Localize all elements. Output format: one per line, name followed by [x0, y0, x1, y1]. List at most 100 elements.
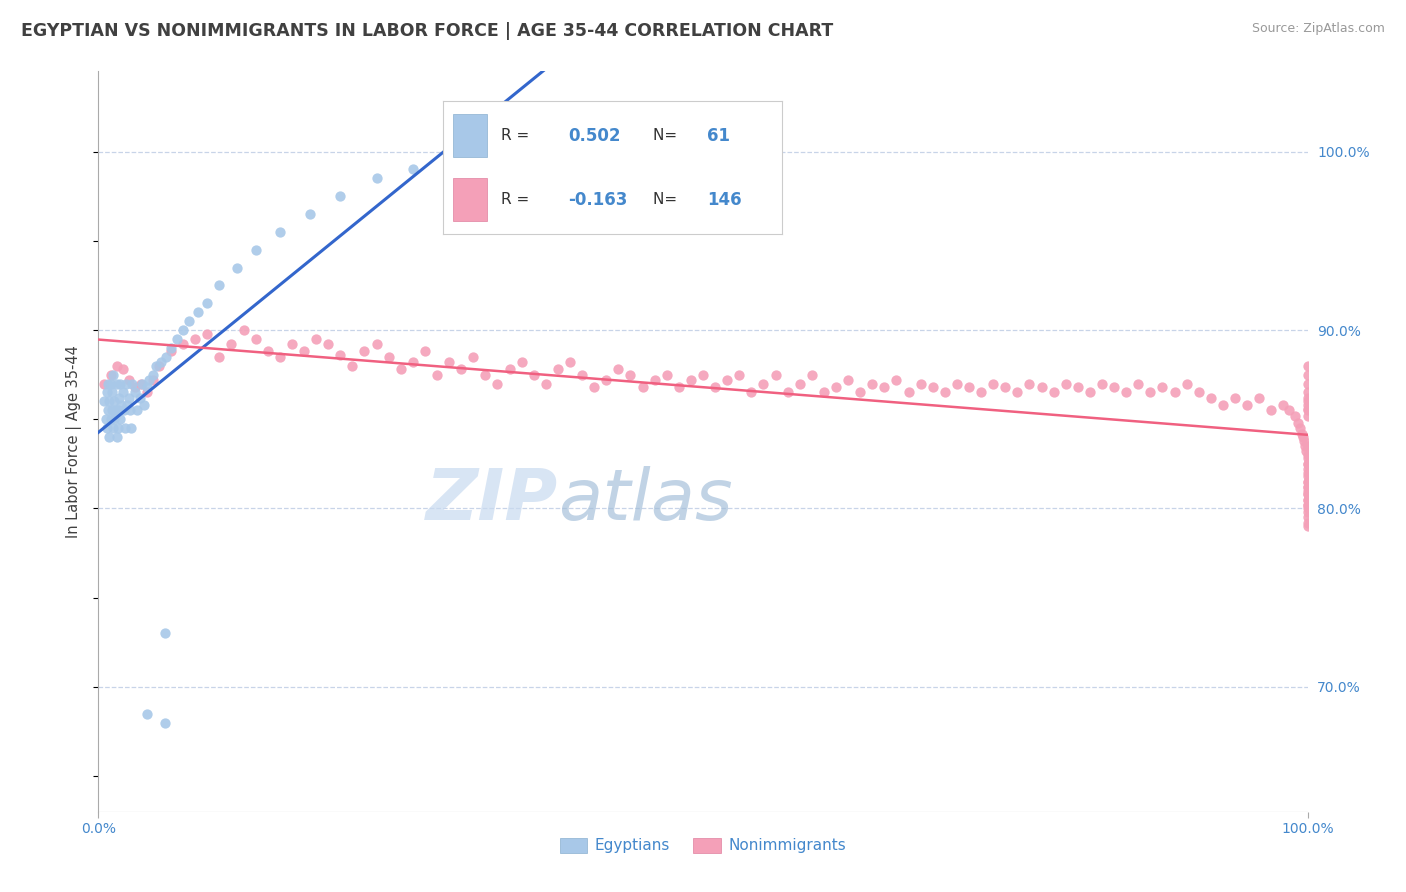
Point	[124, 385, 146, 400]
Point	[1296, 505, 1319, 519]
Point	[148, 359, 170, 373]
Point	[825, 380, 848, 394]
Point	[107, 403, 129, 417]
Point	[1296, 487, 1319, 501]
Point	[117, 398, 139, 412]
Point	[474, 368, 496, 382]
Point	[1007, 385, 1029, 400]
Point	[150, 355, 173, 369]
Point	[142, 368, 165, 382]
Point	[1199, 391, 1222, 405]
Point	[402, 162, 425, 177]
Point	[1115, 385, 1137, 400]
Point	[583, 380, 606, 394]
Point	[108, 376, 131, 391]
Point	[124, 380, 146, 394]
Point	[118, 391, 141, 405]
Point	[897, 385, 920, 400]
Point	[226, 260, 249, 275]
Point	[245, 332, 267, 346]
Point	[103, 394, 125, 409]
Point	[1296, 480, 1319, 494]
Point	[389, 362, 412, 376]
Point	[1286, 416, 1309, 430]
Point	[94, 412, 117, 426]
Point	[450, 153, 472, 168]
Point	[1289, 421, 1312, 435]
Point	[232, 323, 254, 337]
Point	[221, 337, 243, 351]
Point	[187, 305, 209, 319]
Point	[1296, 466, 1319, 480]
Point	[281, 337, 304, 351]
Point	[1042, 385, 1064, 400]
Point	[269, 225, 291, 239]
Point	[631, 380, 654, 394]
Point	[1128, 376, 1150, 391]
Point	[135, 706, 157, 721]
Point	[377, 350, 399, 364]
Point	[93, 394, 115, 409]
Point	[1236, 398, 1258, 412]
Point	[134, 398, 156, 412]
Point	[860, 376, 883, 391]
Point	[595, 373, 617, 387]
Point	[1294, 439, 1316, 453]
Point	[886, 373, 908, 387]
Point	[1296, 510, 1319, 524]
Point	[1296, 385, 1319, 400]
Point	[100, 385, 122, 400]
Point	[1296, 403, 1319, 417]
Point	[752, 376, 775, 391]
Point	[103, 412, 125, 426]
Point	[704, 380, 727, 394]
Point	[145, 359, 167, 373]
Point	[1296, 457, 1319, 471]
Point	[776, 385, 799, 400]
Point	[138, 373, 160, 387]
Point	[112, 403, 135, 417]
Point	[153, 626, 176, 640]
Point	[1296, 519, 1319, 533]
Point	[329, 189, 352, 203]
Point	[105, 376, 128, 391]
Text: EGYPTIAN VS NONIMMIGRANTS IN LABOR FORCE | AGE 35-44 CORRELATION CHART: EGYPTIAN VS NONIMMIGRANTS IN LABOR FORCE…	[21, 22, 834, 40]
Point	[957, 380, 980, 394]
Point	[245, 243, 267, 257]
Point	[172, 337, 194, 351]
Point	[353, 344, 375, 359]
Point	[1296, 492, 1319, 507]
Point	[1188, 385, 1211, 400]
Point	[100, 412, 122, 426]
Point	[118, 373, 141, 387]
Point	[108, 391, 131, 405]
Point	[970, 385, 993, 400]
Point	[740, 385, 762, 400]
Point	[716, 373, 738, 387]
Point	[1296, 469, 1319, 483]
Point	[849, 385, 872, 400]
Point	[1139, 385, 1161, 400]
Point	[498, 362, 520, 376]
Point	[1292, 434, 1315, 448]
Point	[679, 373, 702, 387]
Point	[111, 385, 134, 400]
Point	[135, 380, 157, 394]
Point	[426, 368, 449, 382]
Point	[510, 145, 533, 159]
Point	[1296, 501, 1319, 516]
Point	[97, 376, 120, 391]
Point	[195, 296, 218, 310]
Point	[921, 380, 943, 394]
Point	[269, 350, 291, 364]
Legend: Egyptians, Nonimmigrants: Egyptians, Nonimmigrants	[554, 831, 852, 860]
Point	[619, 368, 641, 382]
Point	[1296, 462, 1319, 476]
Point	[184, 332, 207, 346]
Point	[558, 355, 581, 369]
Point	[1249, 391, 1271, 405]
Point	[121, 376, 143, 391]
Point	[131, 376, 153, 391]
Point	[668, 380, 690, 394]
Point	[934, 385, 956, 400]
